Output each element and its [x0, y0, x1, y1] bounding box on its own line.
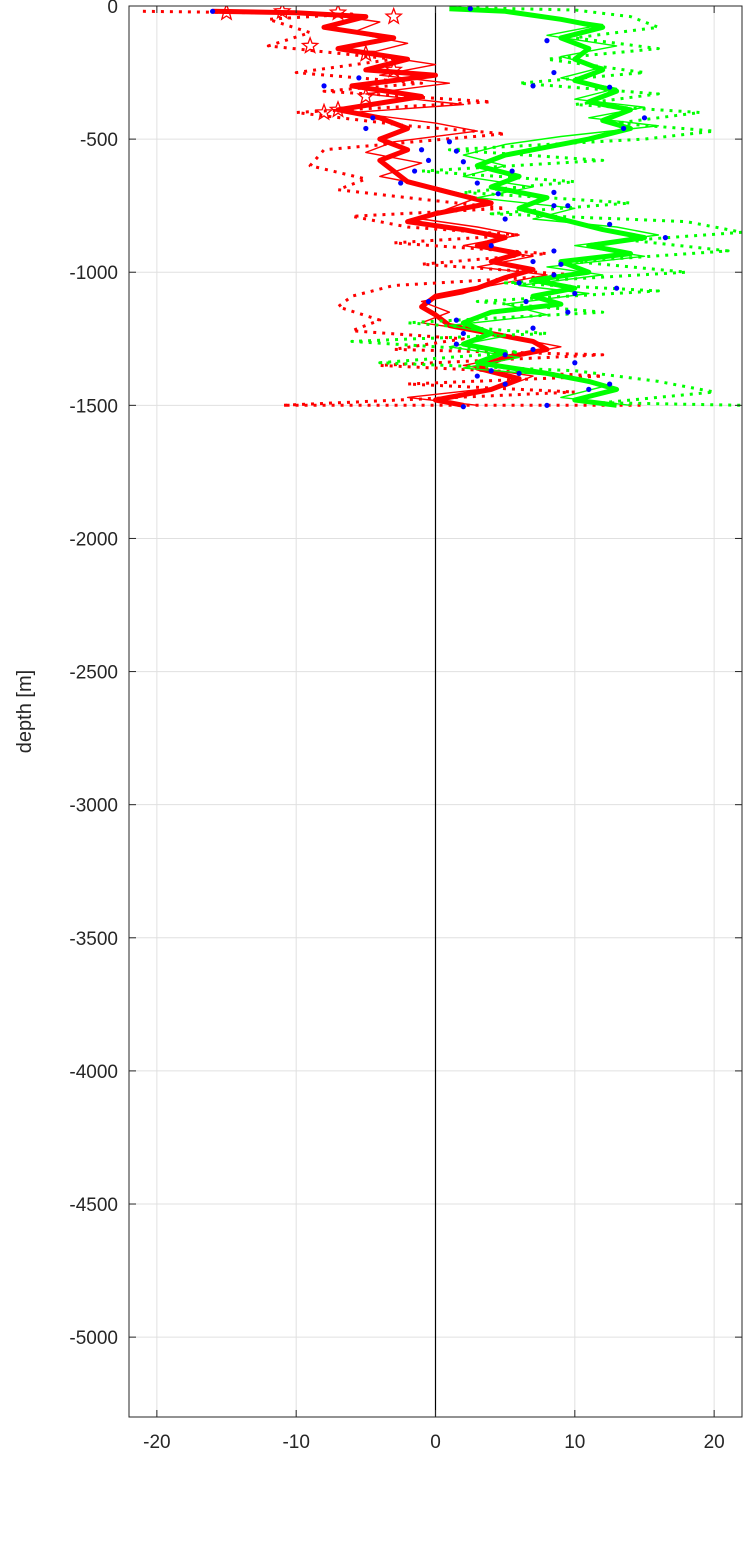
y-axis-label: depth [m]	[14, 670, 36, 753]
dot-marker	[363, 125, 369, 132]
star-marker	[217, 6, 236, 21]
series-line-3	[449, 6, 647, 408]
star-marker	[314, 102, 334, 121]
y-tick-label: 0	[107, 0, 118, 18]
y-tick-label: -4500	[69, 1195, 118, 1216]
y-tick-label: -5000	[69, 1328, 118, 1349]
x-tick-label: 10	[564, 1432, 585, 1453]
dot-marker	[544, 38, 550, 44]
star-marker	[328, 6, 348, 21]
dot-marker	[453, 341, 459, 347]
dot-marker	[516, 280, 522, 286]
dot-marker	[523, 298, 529, 305]
dot-marker	[502, 381, 508, 387]
star-marker	[272, 6, 292, 20]
dot-marker	[412, 168, 418, 174]
dot-marker	[502, 216, 508, 222]
y-tick-label: -1500	[69, 396, 118, 417]
dot-marker	[418, 147, 425, 153]
dot-marker	[586, 386, 592, 392]
y-tick-label: -2000	[69, 529, 118, 550]
dot-marker	[565, 203, 571, 209]
dot-marker	[209, 8, 216, 14]
dot-marker	[516, 370, 522, 376]
dot-marker	[572, 360, 578, 366]
series-line-4	[448, 8, 660, 406]
star-marker	[328, 99, 348, 118]
dot-marker	[607, 381, 613, 387]
dot-marker	[551, 189, 557, 195]
dot-marker	[614, 285, 620, 291]
star-marker	[356, 86, 376, 105]
dot-marker	[488, 368, 494, 374]
star-marker	[300, 36, 320, 54]
axes: -20 -10 0 10 20 0 -500 -1000 -1500 -2000 -2500 -300…	[69, 0, 743, 1453]
dot-marker	[474, 373, 480, 379]
star-marker	[356, 44, 376, 62]
x-tick-label: 0	[430, 1432, 441, 1453]
y-tick-label: -3000	[69, 796, 118, 817]
dot-marker	[551, 203, 557, 209]
dot-marker	[607, 84, 613, 90]
dot-marker	[641, 115, 648, 121]
dot-marker	[662, 235, 668, 241]
dot-marker	[551, 248, 557, 254]
dot-marker	[551, 69, 557, 76]
dot-marker	[495, 191, 501, 197]
dot-marker	[551, 272, 557, 278]
dot-marker	[530, 83, 536, 89]
dot-marker	[460, 404, 466, 410]
dot-marker	[453, 317, 459, 323]
dot-marker	[509, 168, 515, 174]
dot-marker	[425, 298, 432, 305]
dot-marker	[572, 290, 578, 297]
dot-marker	[398, 180, 404, 186]
series-line-5	[350, 6, 742, 407]
dot-marker	[620, 125, 627, 132]
y-tick-label: -2500	[69, 663, 118, 684]
dot-marker	[544, 402, 550, 408]
dot-marker	[467, 6, 473, 12]
dot-marker	[370, 115, 376, 121]
dot-marker	[530, 346, 536, 353]
dot-marker	[460, 159, 466, 165]
dot-marker	[446, 139, 453, 145]
dot-marker	[530, 258, 536, 265]
y-tick-label: -1000	[69, 263, 118, 284]
dot-marker	[356, 75, 362, 81]
dot-marker	[453, 148, 459, 154]
y-tick-label: -4000	[69, 1062, 118, 1083]
star-marker	[384, 6, 404, 25]
y-tick-label: -3500	[69, 929, 118, 950]
dot-marker	[488, 243, 494, 249]
series-line-1	[226, 9, 562, 406]
dot-marker	[425, 157, 432, 164]
x-tick-label: -20	[143, 1432, 170, 1453]
dot-marker	[565, 309, 571, 315]
dot-marker	[321, 83, 327, 89]
dot-marker	[502, 352, 508, 358]
dot-marker	[558, 261, 564, 267]
x-tick-label: -10	[282, 1432, 309, 1453]
x-tick-label: 20	[704, 1432, 725, 1453]
dot-marker	[460, 330, 466, 337]
dot-marker	[607, 221, 613, 227]
dot-marker	[474, 180, 480, 186]
star-marker	[384, 60, 404, 78]
dot-marker	[530, 325, 536, 331]
data-layer	[142, 6, 742, 1417]
y-tick-label: -500	[80, 130, 118, 151]
